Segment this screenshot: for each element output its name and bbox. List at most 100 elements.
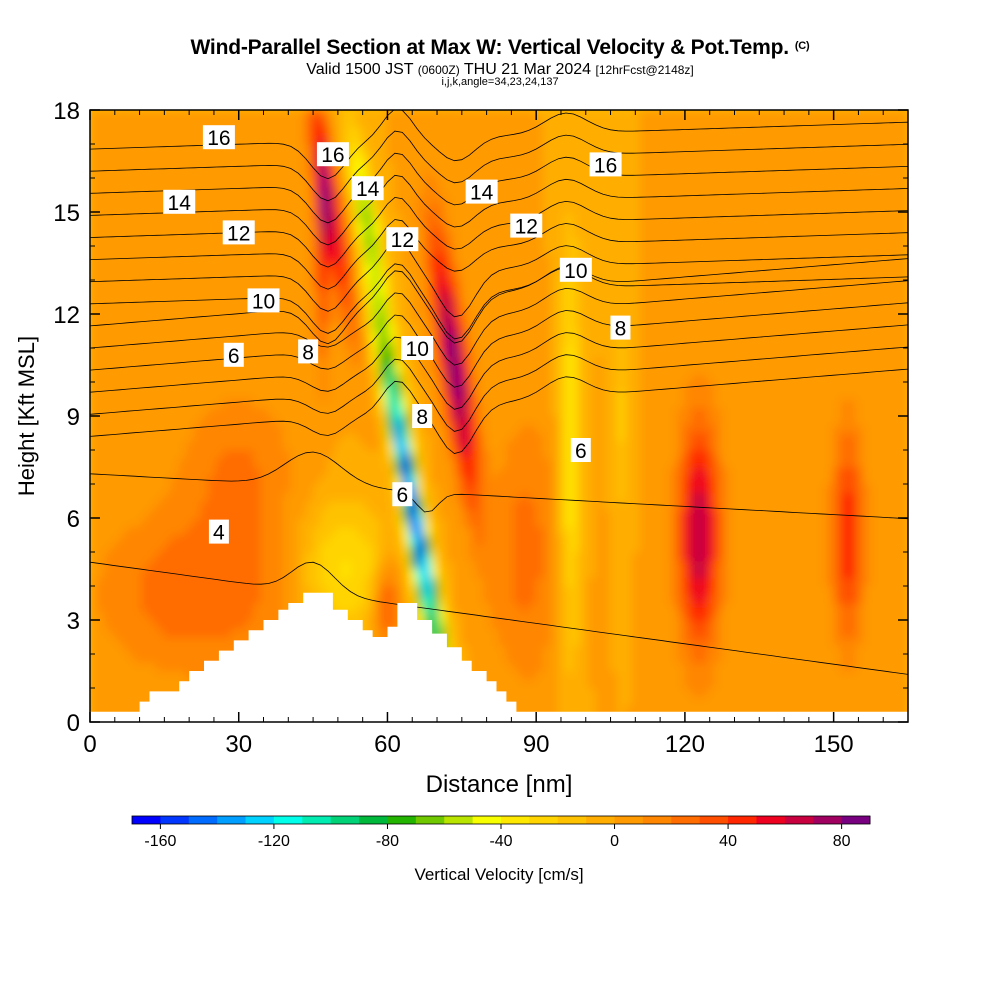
contour-label: 16	[589, 152, 622, 177]
contour-label: 6	[223, 342, 244, 368]
colorbar-tick-label: 80	[833, 833, 851, 850]
x-tick-label: 30	[225, 731, 252, 758]
isentrope-line	[90, 263, 908, 340]
isentrope-line	[90, 324, 908, 410]
isentrope-line	[90, 451, 908, 520]
colorbar-swatch	[302, 816, 332, 824]
colorbar-swatch	[444, 816, 474, 824]
colorbar-tick-label: -160	[144, 833, 176, 850]
colorbar-swatch	[756, 816, 786, 824]
isentrope-line	[90, 241, 908, 318]
colorbar-swatch	[330, 816, 360, 824]
colorbar-swatch	[472, 816, 502, 824]
y-tick-label: 15	[53, 200, 80, 227]
colorbar-swatch	[557, 816, 587, 824]
colorbar-swatch	[188, 816, 218, 824]
colorbar-swatch	[728, 816, 757, 824]
isentrope-line	[90, 152, 908, 224]
y-tick-label: 6	[67, 506, 80, 533]
colorbar-swatch	[217, 816, 247, 824]
x-tick-label: 60	[374, 731, 401, 758]
colorbar-swatch	[273, 816, 303, 824]
contour-label: 14	[351, 176, 384, 201]
x-axis-label: Distance [nm]	[426, 771, 573, 798]
contour-label: 8	[412, 404, 433, 429]
contour-label: 10	[559, 257, 592, 283]
colorbar-tick-label: -40	[489, 833, 512, 850]
contour-label: 6	[570, 438, 591, 463]
forecast-info: [12hrFcst@2148z]	[595, 63, 694, 77]
colorbar-tick-label: -120	[258, 833, 290, 850]
contour-label: 16	[202, 125, 235, 150]
y-tick-label: 18	[53, 98, 80, 125]
contour-label: 4	[208, 519, 229, 545]
colorbar-swatch	[160, 816, 190, 824]
section-indices: i,j,k,angle=34,23,24,137	[441, 76, 559, 88]
contour-label: 6	[392, 482, 413, 507]
colorbar-swatch	[387, 816, 417, 824]
contour-label: 10	[247, 288, 280, 313]
chart-header: Wind-Parallel Section at Max W: Vertical…	[0, 0, 1000, 100]
contour-label: 12	[510, 213, 543, 239]
contour-label: 8	[298, 339, 319, 364]
contour-label: 16	[316, 142, 349, 167]
colorbar-swatch	[813, 816, 843, 824]
y-tick-label: 9	[67, 404, 80, 431]
copyright-mark: (C)	[794, 40, 810, 52]
colorbar-tick-label: 40	[719, 833, 737, 850]
utc-time: (0600Z)	[417, 63, 460, 77]
contour-label: 10	[401, 336, 434, 361]
colorbar: -160 -120 -80 -40 0 40 80 Vertical Velocity [c…	[131, 815, 871, 884]
isentrope-line	[90, 368, 908, 454]
colorbar-swatch	[586, 816, 616, 824]
x-tick-label: 150	[814, 731, 854, 758]
colorbar-swatch	[784, 816, 814, 824]
contour-label: 14	[465, 179, 498, 205]
colorbar-swatch	[415, 816, 445, 824]
x-tick-label: 90	[523, 731, 550, 758]
velocity-field	[90, 110, 908, 722]
isentrope-line	[90, 346, 908, 432]
isentrope-line	[90, 280, 908, 366]
valid-time: Valid 1500 JST	[306, 61, 414, 78]
colorbar-swatch	[699, 816, 729, 824]
y-axis-label: Height [Kft MSL]	[14, 336, 39, 496]
valid-date: THU 21 Mar 2024	[463, 61, 592, 78]
terrain-mask	[90, 592, 908, 722]
contour-label: 14	[163, 189, 196, 215]
colorbar-swatch	[245, 816, 275, 824]
colorbar-tick-label: 0	[610, 833, 619, 850]
y-tick-label: 12	[53, 302, 80, 329]
contour-label: 8	[610, 315, 631, 341]
isentrope-line	[90, 561, 908, 675]
colorbar-swatch	[359, 816, 388, 824]
colorbar-swatch	[132, 816, 161, 824]
y-axis: 0 3 6 9 12 15 18	[53, 98, 908, 737]
colorbar-swatch	[614, 816, 644, 824]
contour-label: 12	[386, 227, 419, 252]
colorbar-label: Vertical Velocity [cm/s]	[414, 865, 583, 884]
isentrope-line	[90, 258, 908, 345]
colorbar-swatches	[131, 815, 871, 825]
colorbar-swatch	[642, 816, 672, 824]
chart-subtitle: Valid 1500 JST (0600Z) THU 21 Mar 2024 […	[0, 61, 1000, 79]
x-axis: 0 30 60 90 120 150	[83, 110, 884, 758]
colorbar-swatch	[529, 816, 559, 824]
x-tick-label: 0	[83, 731, 96, 758]
y-tick-label: 0	[67, 710, 80, 737]
colorbar-swatch	[501, 816, 530, 824]
isentrope-line	[90, 174, 908, 246]
colorbar-swatch	[841, 816, 871, 824]
y-tick-label: 3	[67, 608, 80, 635]
chart-title: Wind-Parallel Section at Max W: Vertical…	[190, 36, 810, 59]
isentrope-line	[90, 219, 908, 290]
contour-label: 12	[222, 220, 255, 245]
colorbar-ticks: -160 -120 -80 -40 0 40 80	[144, 824, 851, 850]
colorbar-swatch	[671, 816, 701, 824]
colorbar-tick-label: -80	[376, 833, 399, 850]
isentrope-line	[90, 130, 908, 202]
x-tick-label: 120	[665, 731, 705, 758]
